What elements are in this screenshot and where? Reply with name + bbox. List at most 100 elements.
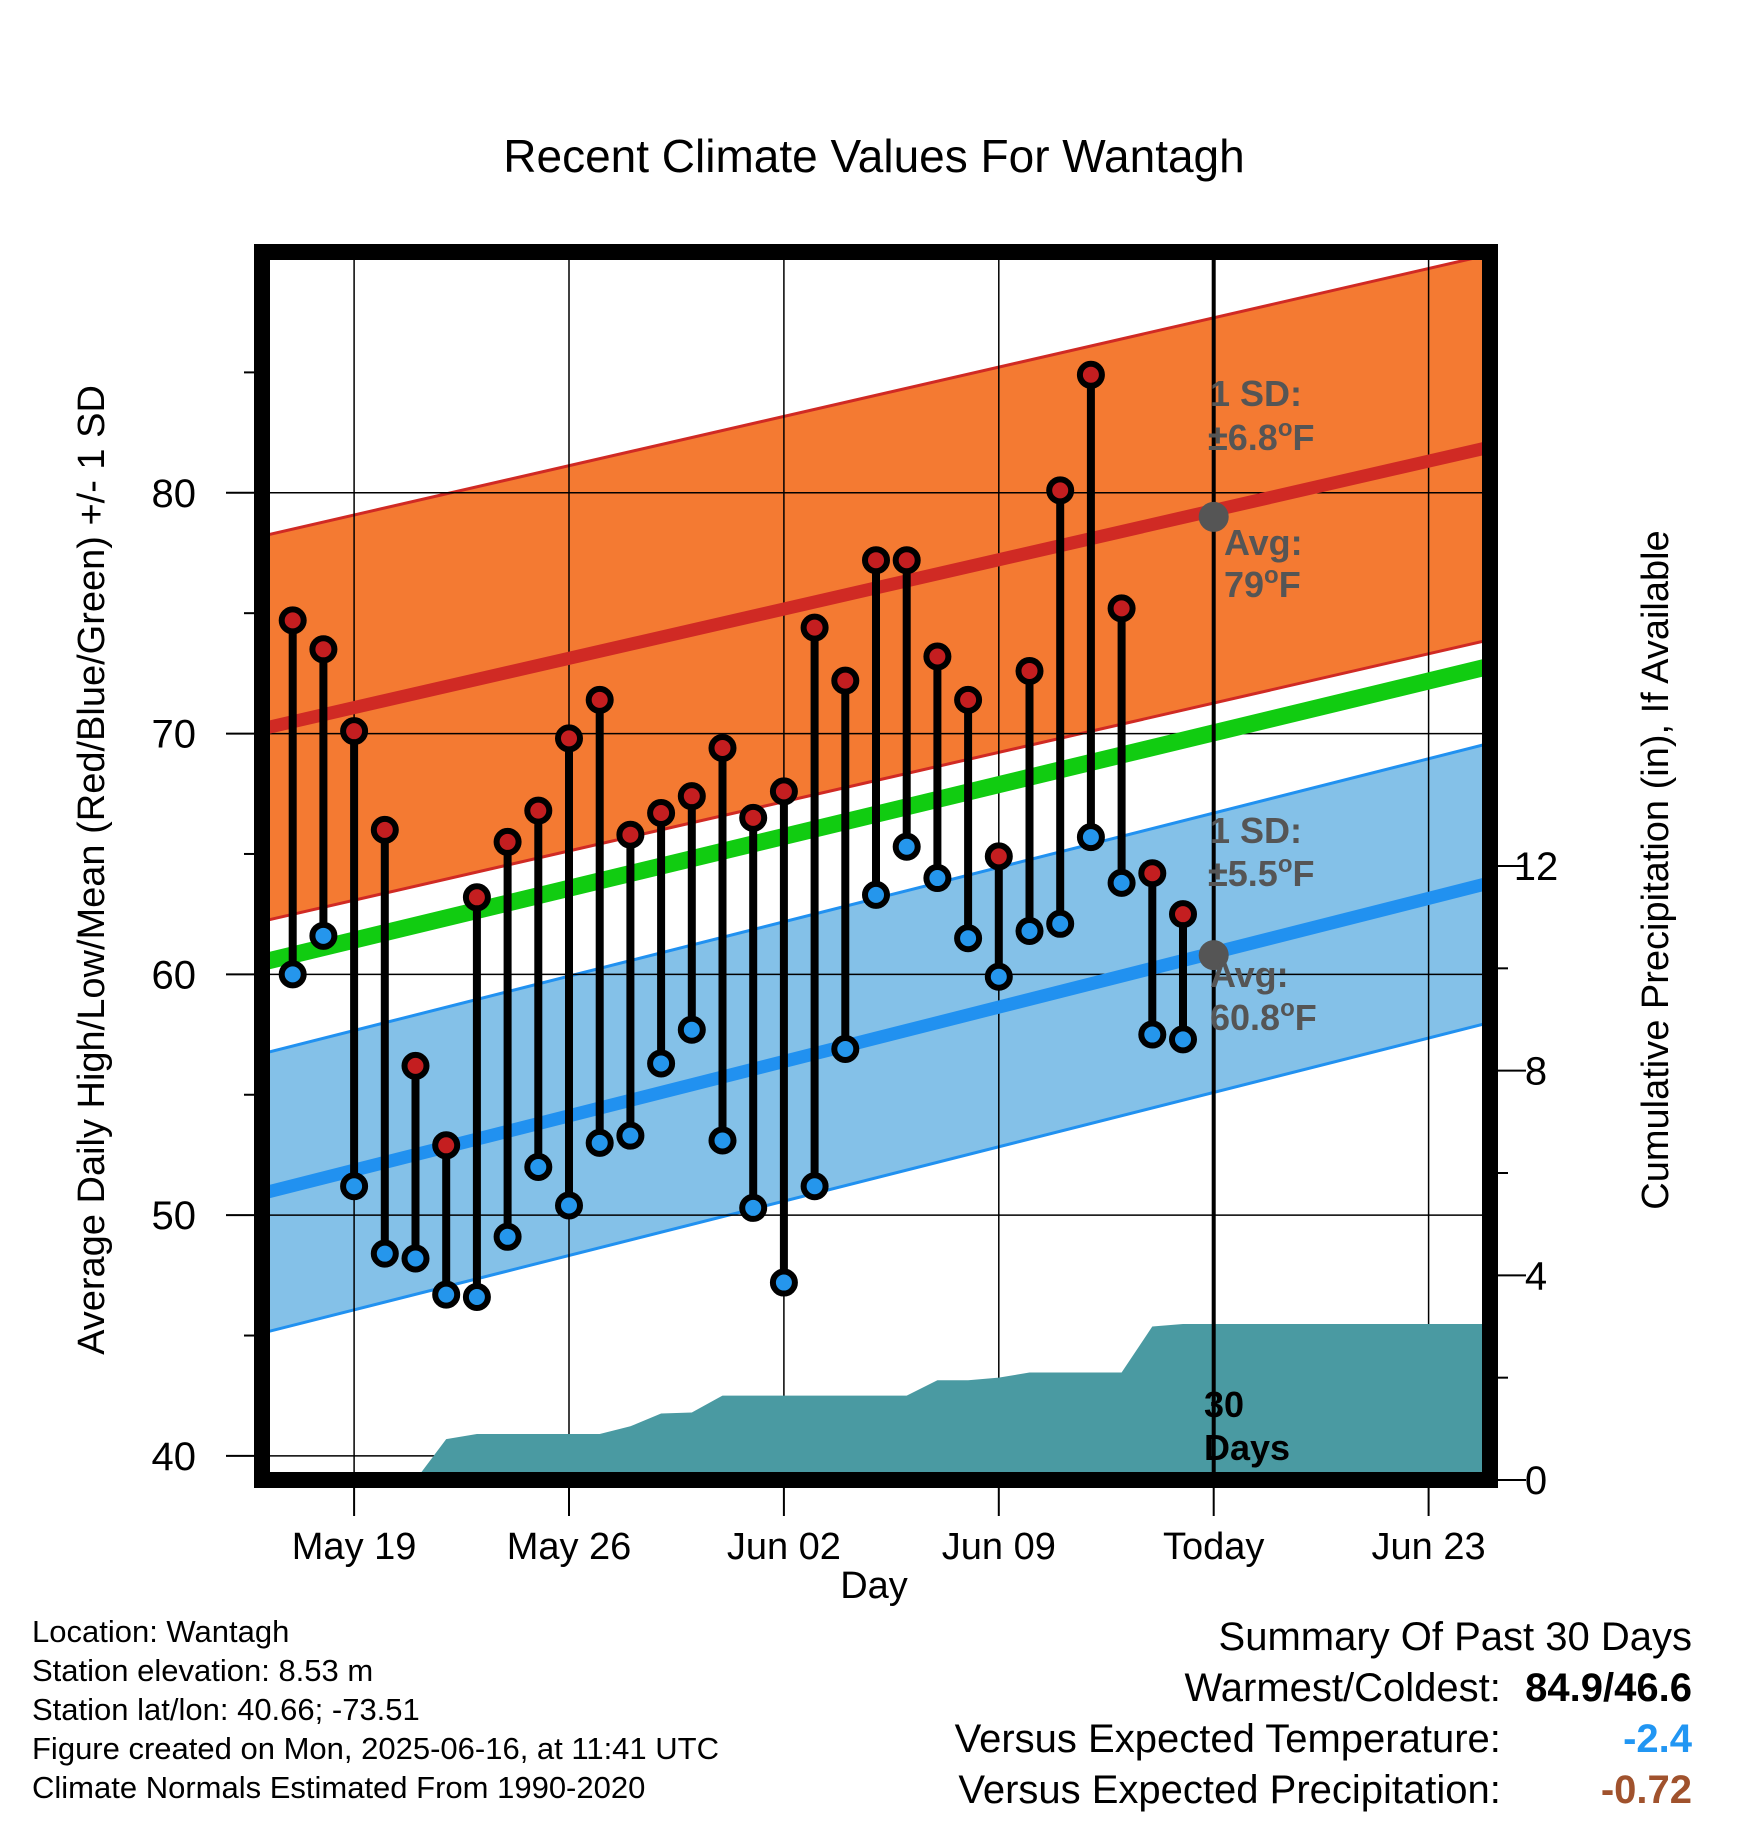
daily-high-point: [647, 799, 676, 828]
today-avg-high-marker: [1198, 501, 1229, 532]
daily-high-point: [708, 734, 737, 763]
precip-departure-value: -0.72: [1600, 1768, 1692, 1812]
y2-tick-label: 12: [1514, 845, 1559, 889]
daily-low-point: [769, 1268, 798, 1297]
chart-title: Recent Climate Values For Wantagh: [503, 130, 1244, 182]
daily-low-point: [462, 1283, 491, 1312]
daily-low-point: [309, 921, 338, 950]
daily-low-point: [616, 1121, 645, 1150]
warmest-coldest-value: 84.9/46.6: [1525, 1666, 1692, 1710]
daily-high-point: [309, 635, 338, 664]
created-text: Figure created on Mon, 2025-06-16, at 11…: [32, 1731, 719, 1766]
y-tick-label: 40: [152, 1435, 197, 1479]
daily-low-point: [278, 960, 307, 989]
low-avg-value: 60.8oF: [1210, 995, 1317, 1038]
daily-low-point: [647, 1049, 676, 1078]
x-tick-label: May 26: [507, 1526, 632, 1568]
high-avg-label: Avg:: [1224, 522, 1303, 563]
x-tick-label: Today: [1163, 1526, 1264, 1568]
precip-departure-label: Versus Expected Precipitation:: [958, 1768, 1501, 1812]
daily-high-point: [769, 777, 798, 806]
daily-low-point: [831, 1034, 860, 1063]
daily-high-point: [1046, 476, 1075, 505]
daily-low-point: [923, 864, 952, 893]
high-avg-value: 79oF: [1224, 562, 1301, 605]
daily-high-point: [462, 883, 491, 912]
daily-low-point: [739, 1193, 768, 1222]
plot-frame: [254, 244, 1498, 1488]
daily-high-point: [1076, 360, 1105, 389]
summary-temperature: Versus Expected Temperature: -2.4: [955, 1714, 1692, 1765]
y2-tick-label: 4: [1525, 1254, 1547, 1298]
daily-high-point: [1015, 656, 1044, 685]
daily-low-point: [555, 1191, 583, 1220]
summary-panel: Summary Of Past 30 Days Warmest/Coldest:…: [955, 1612, 1692, 1816]
x-tick-label: Jun 09: [942, 1526, 1056, 1568]
daily-low-point: [1015, 917, 1044, 946]
daily-high-point: [954, 685, 983, 714]
daily-low-point: [677, 1015, 706, 1044]
daily-low-point: [340, 1172, 369, 1201]
x-tick-label: Jun 23: [1372, 1526, 1486, 1568]
daily-low-point: [1076, 823, 1105, 852]
daily-high-point: [800, 613, 829, 642]
daily-high-point: [984, 842, 1013, 871]
location-text: Location: Wantagh: [32, 1614, 290, 1649]
x-tick-label: May 19: [292, 1526, 417, 1568]
daily-high-point: [370, 815, 399, 844]
x-axis-label: Day: [840, 1565, 908, 1607]
today-avg-low-marker: [1198, 940, 1229, 971]
daily-low-point: [984, 962, 1013, 991]
climate-chart: Recent Climate Values For Wantagh 1 SD:±…: [71, 130, 1677, 1607]
y-tick-label: 50: [152, 1194, 197, 1238]
plot-clipped-group: [262, 252, 1490, 1480]
avg-low-line: [262, 876, 1490, 1200]
window-label-unit: Days: [1204, 1427, 1290, 1468]
y-tick-label: 80: [152, 472, 197, 516]
station-info: Location: Wantagh Station elevation: 8.5…: [32, 1612, 719, 1807]
daily-low-point: [1169, 1025, 1197, 1054]
daily-high-point: [1138, 859, 1167, 888]
daily-low-point: [954, 924, 983, 953]
daily-low-point: [800, 1172, 829, 1201]
daily-high-point: [278, 606, 307, 635]
daily-high-point: [1107, 594, 1136, 623]
daily-low-point: [401, 1244, 430, 1273]
y-axis-label: Average Daily High/Low/Mean (Red/Blue/Gr…: [71, 385, 113, 1355]
temp-departure-value: -2.4: [1623, 1717, 1692, 1761]
daily-high-point: [401, 1051, 430, 1080]
daily-high-point: [585, 685, 614, 714]
y2-tick-label: 8: [1525, 1050, 1547, 1094]
daily-low-point: [708, 1126, 737, 1155]
daily-high-point: [923, 642, 952, 671]
daily-high-point: [524, 796, 553, 825]
x-tick-label: Jun 02: [727, 1526, 841, 1568]
daily-low-point: [1046, 909, 1075, 938]
y-tick-label: 60: [152, 953, 197, 997]
daily-high-point: [432, 1131, 461, 1160]
warmest-coldest-label: Warmest/Coldest:: [1184, 1666, 1501, 1710]
summary-precipitation: Versus Expected Precipitation: -0.72: [955, 1765, 1692, 1816]
latlon-text: Station lat/lon: 40.66; -73.51: [32, 1692, 420, 1727]
daily-low-point: [493, 1222, 522, 1251]
daily-low-point: [862, 880, 890, 909]
daily-high-point: [493, 827, 522, 856]
daily-low-point: [1107, 868, 1136, 897]
daily-high-point: [677, 782, 706, 811]
high-sd-label: 1 SD:: [1210, 373, 1302, 414]
daily-high-point: [892, 546, 921, 575]
y2-tick-label: 0: [1525, 1459, 1547, 1503]
high-sd-value: ±6.8oF: [1208, 415, 1314, 458]
daily-low-point: [585, 1128, 614, 1157]
daily-high-point: [340, 717, 369, 746]
daily-low-point: [432, 1280, 461, 1309]
y-tick-label: 70: [152, 713, 197, 757]
daily-low-point: [524, 1152, 553, 1181]
daily-high-point: [555, 724, 583, 753]
precip-area: [323, 1323, 1490, 1480]
y2-axis-label: Cumulative Precipitation (in), If Availa…: [1635, 530, 1677, 1209]
window-label-number: 30: [1204, 1384, 1244, 1425]
daily-low-point: [892, 832, 921, 861]
daily-high-point: [739, 803, 768, 832]
